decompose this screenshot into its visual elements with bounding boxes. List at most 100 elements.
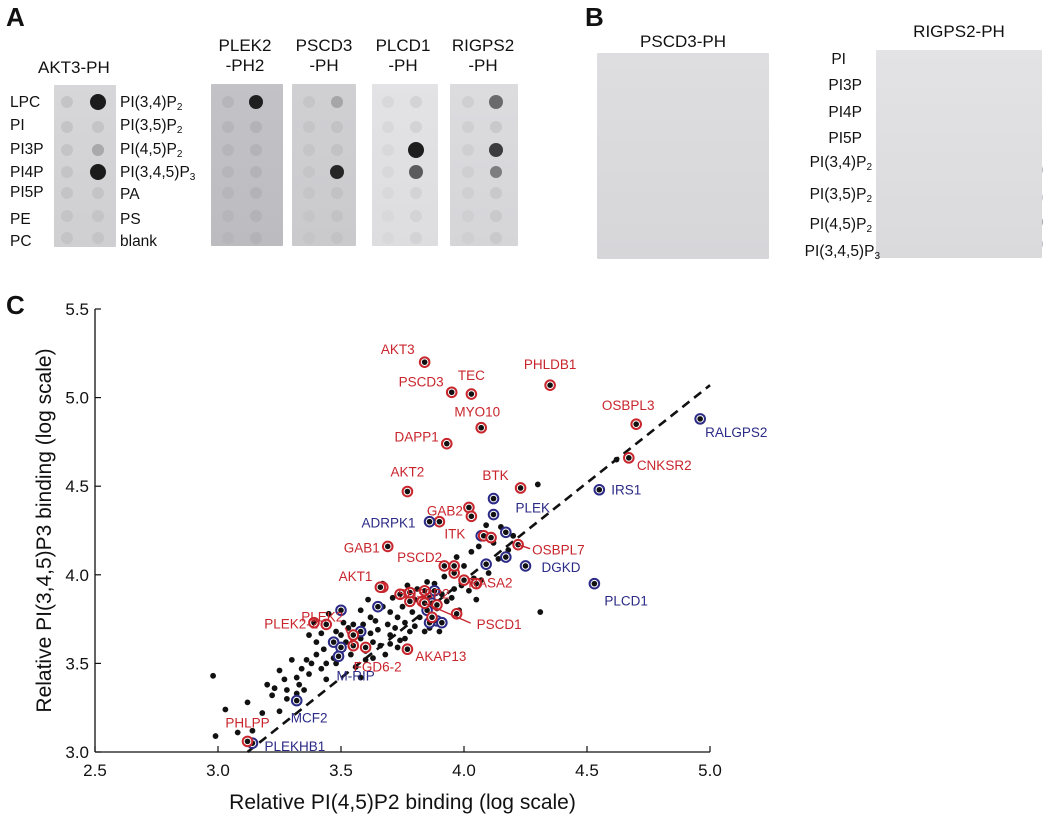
data-point-red-core: [377, 584, 384, 591]
x-axis-title: Relative PI(4,5)P2 binding (log scale): [229, 791, 576, 814]
blot-spot: [331, 121, 343, 133]
point-label-red: MYO10: [454, 405, 500, 420]
blot-spot: [250, 210, 262, 222]
data-point-black: [283, 695, 290, 702]
data-point-black: [269, 692, 276, 699]
lipid-label: LPC: [10, 94, 41, 111]
blot-spot: [382, 166, 394, 178]
data-point-red-core: [311, 619, 317, 626]
blot-spot: [462, 96, 474, 108]
data-point-blue-core: [375, 603, 381, 610]
blot-spot: [410, 121, 422, 133]
data-point-red-core: [441, 563, 448, 569]
point-label-blue: ADRPK1: [362, 516, 416, 531]
blot-membrane-rigps2: [876, 50, 1042, 258]
blot-spot: [408, 142, 424, 158]
blot-title-rigps2: RIGPS2-PH: [913, 22, 1005, 41]
data-point-black: [352, 664, 359, 670]
point-label-red: OSBPL3: [602, 398, 655, 413]
blot-spot: [489, 143, 503, 157]
data-point-red-core: [350, 632, 357, 638]
blot-spot: [61, 144, 73, 156]
data-point-black: [320, 646, 327, 653]
strip-title-plek2: PLEK2 -PH2: [218, 36, 272, 75]
blot-spot: [222, 96, 234, 108]
data-point-red-core: [451, 563, 457, 569]
lipid-label: PI: [10, 117, 25, 134]
point-label-red: GAB1: [344, 540, 380, 555]
data-point-red-core: [633, 421, 639, 427]
point-label-red: GAB2: [427, 503, 463, 518]
data-point-black: [306, 671, 312, 677]
data-point-red-core: [473, 580, 480, 587]
strip-title-akt3: AKT3-PH: [38, 58, 110, 77]
data-point-black: [367, 614, 374, 621]
data-point-blue-core: [591, 580, 598, 587]
x-tick-label: 4.0: [452, 761, 476, 780]
data-point-red-core: [404, 488, 411, 495]
data-point-black: [382, 651, 389, 658]
data-point-black: [453, 554, 460, 560]
data-point-black: [318, 630, 325, 637]
data-point-black: [338, 632, 344, 638]
lipid-label: PE: [10, 211, 31, 228]
data-point-black: [350, 621, 357, 628]
blot-spot: [92, 121, 104, 133]
data-point-black: [399, 603, 406, 610]
data-point-black: [296, 681, 303, 688]
data-point-blue-core: [522, 563, 529, 569]
data-point-blue-core: [426, 518, 433, 525]
data-point-red-core: [434, 602, 440, 608]
data-point-black: [210, 672, 216, 679]
blot-spot: [490, 121, 502, 133]
blot-spot: [303, 96, 315, 108]
data-point-black: [308, 660, 315, 667]
data-point-black: [387, 632, 394, 638]
data-point-black: [244, 699, 251, 706]
point-label-red: FGD6-2: [354, 659, 402, 674]
blot-spot: [462, 121, 474, 133]
data-point-black: [362, 656, 369, 663]
data-point-black: [394, 614, 401, 621]
blot-spot: [489, 95, 503, 109]
blot-membrane-pscd3: [597, 53, 769, 259]
data-point-black: [613, 456, 620, 463]
point-label-red: ITK: [444, 526, 465, 541]
data-point-black: [370, 639, 376, 646]
data-point-red-core: [468, 513, 475, 520]
data-point-blue-core: [503, 554, 509, 560]
data-point-black: [249, 727, 256, 734]
lipid-label: PI(3,5)P2: [809, 186, 872, 205]
trendline: [246, 384, 711, 754]
data-point-red-core: [323, 621, 330, 628]
data-point-black: [443, 598, 450, 605]
point-label-blue: PLCD1: [604, 594, 648, 609]
data-point-black: [367, 630, 374, 637]
data-point-red-core: [547, 382, 553, 388]
data-point-black: [357, 607, 364, 614]
blot-spot: [462, 187, 474, 199]
blot-spot: [490, 210, 502, 222]
blot-strip-plek2: [211, 84, 283, 246]
data-point-blue-core: [503, 529, 509, 536]
lipid-label: PC: [10, 233, 32, 250]
data-point-red-core: [478, 424, 485, 431]
blot-spot: [331, 187, 343, 199]
lipid-label: PI: [831, 51, 846, 68]
blot-spot: [222, 210, 234, 222]
blot-spot: [250, 144, 262, 156]
point-label-red: RASA2: [468, 576, 512, 591]
point-label-red: AKT1: [339, 569, 373, 584]
data-point-black: [345, 625, 352, 631]
point-label-red: AKT3: [381, 342, 415, 357]
blot-spot: [410, 96, 422, 108]
point-label-blue: MCF2: [291, 711, 328, 726]
blot-spot: [61, 232, 73, 244]
blot-spot: [250, 121, 262, 133]
data-point-black: [375, 626, 381, 633]
data-point-red-core: [404, 646, 411, 653]
blot-spot: [490, 232, 502, 244]
y-tick-label: 4.5: [65, 477, 89, 496]
x-tick-label: 4.5: [575, 761, 599, 780]
blot-spot: [303, 121, 315, 133]
